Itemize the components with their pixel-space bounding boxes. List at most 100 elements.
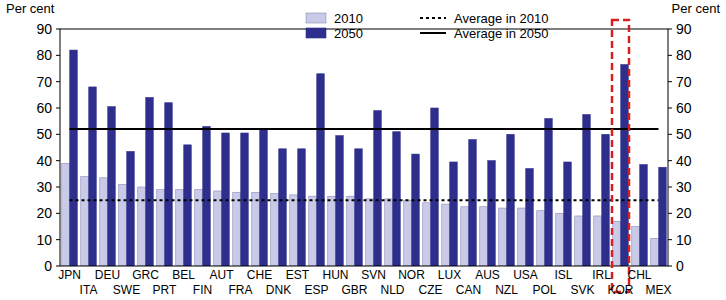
x-tick-label: MEX xyxy=(645,283,671,297)
y2-tick-label: 10 xyxy=(676,232,692,248)
x-tick-label: IRL xyxy=(592,268,611,282)
bar xyxy=(423,203,431,266)
bar xyxy=(640,165,648,266)
bar xyxy=(499,208,507,266)
y2-tick xyxy=(668,55,672,56)
bar xyxy=(138,187,146,266)
x-tick-label: ESP xyxy=(304,283,328,297)
bar xyxy=(480,207,488,266)
y2-tick-label: 90 xyxy=(676,21,692,37)
y2-tick-label: 60 xyxy=(676,100,692,116)
x-tick-label: HUN xyxy=(323,268,349,282)
x-tick-label: USA xyxy=(513,268,538,282)
y-tick xyxy=(56,239,60,240)
bar xyxy=(108,107,116,266)
x-tick-label: ISL xyxy=(554,268,572,282)
bar xyxy=(613,221,621,266)
bar xyxy=(651,238,659,266)
y-tick-label: 20 xyxy=(36,205,52,221)
legend-label: Average in 2010 xyxy=(454,11,548,26)
x-tick-label: AUS xyxy=(475,268,500,282)
bar xyxy=(81,176,89,266)
x-tick-label: GRC xyxy=(132,268,159,282)
x-tick-label: JPN xyxy=(58,268,81,282)
bar xyxy=(404,200,412,266)
x-tick-label: CHE xyxy=(247,268,272,282)
y2-tick xyxy=(668,213,672,214)
x-tick-label: CAN xyxy=(456,283,481,297)
x-tick-label: EST xyxy=(286,268,310,282)
x-tick-label: SVN xyxy=(361,268,386,282)
bar xyxy=(545,119,553,266)
y2-tick xyxy=(668,29,672,30)
bar xyxy=(385,199,393,266)
y-tick-label: 70 xyxy=(36,74,52,90)
bar xyxy=(518,208,526,266)
legend-swatch xyxy=(306,28,326,38)
legend-swatch xyxy=(420,32,446,34)
bar xyxy=(146,97,154,266)
x-tick-label: DEU xyxy=(95,268,120,282)
y-tick xyxy=(56,213,60,214)
bar xyxy=(252,192,260,266)
bar xyxy=(393,132,401,266)
x-tick-label: FRA xyxy=(229,283,253,297)
y-tick xyxy=(56,134,60,135)
bar xyxy=(526,169,534,266)
bar xyxy=(203,126,211,266)
y2-tick xyxy=(668,266,672,267)
bar xyxy=(214,191,222,266)
x-tick-label: SVK xyxy=(570,283,594,297)
y2-tick-label: 0 xyxy=(676,258,684,274)
bar xyxy=(347,196,355,266)
x-tick-label: FIN xyxy=(193,283,212,297)
y-tick xyxy=(56,160,60,161)
y-tick-label: 50 xyxy=(36,126,52,142)
bar xyxy=(488,161,496,266)
y-tick xyxy=(56,187,60,188)
bar xyxy=(100,178,108,266)
bar xyxy=(374,111,382,266)
bar xyxy=(556,213,564,266)
y-tick-label: 80 xyxy=(36,47,52,63)
average-line xyxy=(70,199,659,201)
x-tick-label: AUT xyxy=(210,268,235,282)
bar xyxy=(431,108,439,266)
y2-tick xyxy=(668,239,672,240)
y2-tick xyxy=(668,187,672,188)
x-tick-label: PRT xyxy=(153,283,177,297)
x-tick-label: NOR xyxy=(398,268,425,282)
x-tick-label: ITA xyxy=(80,283,98,297)
bar xyxy=(233,192,241,266)
bar xyxy=(298,149,306,266)
plot-marks xyxy=(62,50,667,266)
bar xyxy=(583,115,591,266)
bar xyxy=(290,195,298,266)
x-tick-label: SWE xyxy=(113,283,140,297)
chart: 01020304050607080900102030405060708090Pe… xyxy=(0,0,726,300)
y-tick-label: 30 xyxy=(36,179,52,195)
legend-swatch xyxy=(420,17,446,19)
bar xyxy=(317,74,325,266)
y2-axis-label: Per cent xyxy=(672,1,721,16)
legend-label: Average in 2050 xyxy=(454,26,548,41)
y-tick-label: 60 xyxy=(36,100,52,116)
bar xyxy=(309,196,317,266)
bar xyxy=(355,149,363,266)
y2-tick-label: 20 xyxy=(676,205,692,221)
bar xyxy=(89,87,97,266)
y-tick xyxy=(56,29,60,30)
bar xyxy=(659,167,667,266)
bar xyxy=(279,149,287,266)
legend: 20102050Average in 2010Average in 2050 xyxy=(306,11,548,41)
y2-tick-label: 70 xyxy=(676,74,692,90)
y2-tick-label: 40 xyxy=(676,153,692,169)
bar xyxy=(575,216,583,266)
bar xyxy=(450,162,458,266)
bar xyxy=(461,207,469,266)
y2-tick xyxy=(668,134,672,135)
y-tick xyxy=(56,81,60,82)
bar xyxy=(271,194,279,266)
highlight-box xyxy=(612,20,629,292)
bar xyxy=(70,50,78,266)
